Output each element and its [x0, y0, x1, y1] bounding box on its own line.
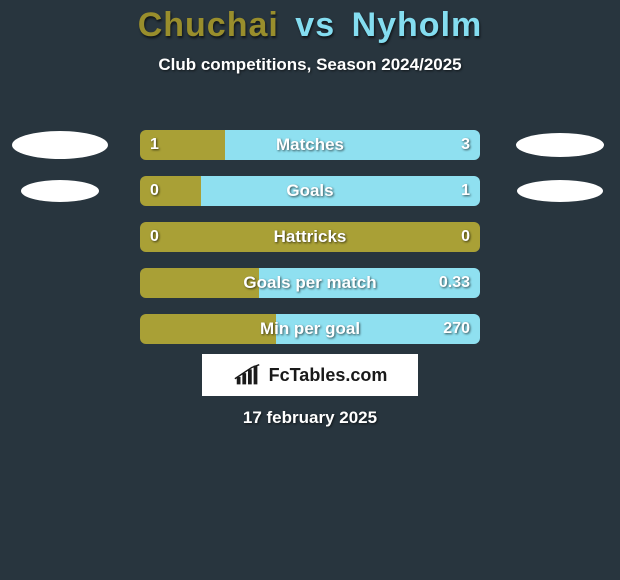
stat-row-hattricks: 0 Hattricks 0	[0, 214, 620, 260]
stat-bar: 1 Matches 3	[140, 130, 480, 160]
bar-chart-icon	[233, 363, 263, 387]
brand-badge: FcTables.com	[202, 354, 418, 396]
ellipse-placeholder-icon	[516, 133, 604, 157]
stat-bar: Min per goal 270	[140, 314, 480, 344]
stat-row-matches: 1 Matches 3	[0, 122, 620, 168]
stat-bar: Goals per match 0.33	[140, 268, 480, 298]
bar-right-segment	[201, 176, 480, 206]
title-vs: vs	[295, 6, 335, 44]
bar-right-segment	[225, 130, 480, 160]
stat-rows: 1 Matches 3 0 Goals 1	[0, 122, 620, 352]
ellipse-placeholder-icon	[517, 180, 603, 202]
bar-left-segment	[140, 176, 201, 206]
stat-row-goals-per-match: Goals per match 0.33	[0, 260, 620, 306]
bar-left-segment	[140, 130, 225, 160]
stat-row-min-per-goal: Min per goal 270	[0, 306, 620, 352]
subtitle: Club competitions, Season 2024/2025	[0, 55, 620, 75]
team-logo-left	[10, 175, 110, 207]
stat-bar: 0 Goals 1	[140, 176, 480, 206]
comparison-infographic: Chuchai vs Nyholm Club competitions, Sea…	[0, 0, 620, 580]
stat-bar: 0 Hattricks 0	[140, 222, 480, 252]
title-player1: Chuchai	[138, 6, 279, 44]
bar-left-segment	[140, 314, 276, 344]
team-logo-right	[510, 175, 610, 207]
brand-text: FcTables.com	[269, 365, 388, 386]
bar-left-segment	[140, 268, 259, 298]
bar-right-segment	[259, 268, 480, 298]
stat-row-goals: 0 Goals 1	[0, 168, 620, 214]
ellipse-placeholder-icon	[21, 180, 99, 202]
ellipse-placeholder-icon	[12, 131, 108, 159]
bar-right-segment	[276, 314, 480, 344]
team-logo-right	[510, 129, 610, 161]
page-title: Chuchai vs Nyholm	[0, 0, 620, 45]
team-logo-left	[10, 129, 110, 161]
title-player2: Nyholm	[352, 6, 483, 44]
date-label: 17 february 2025	[0, 408, 620, 428]
bar-left-segment	[140, 222, 480, 252]
